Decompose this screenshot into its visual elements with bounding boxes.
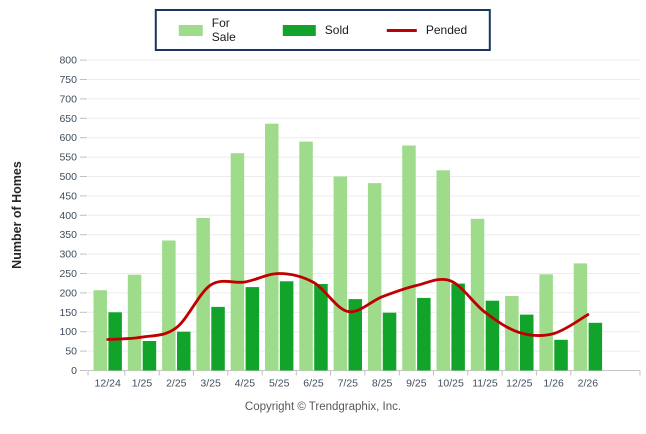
bar-sold-1-25 [142,341,157,371]
bar-for-sale-9-25 [402,145,416,371]
y-axis-label-350: 350 [59,229,77,241]
legend-label-for-sale: For Sale [211,16,236,44]
y-axis-label-500: 500 [59,171,77,183]
sold-swatch [282,24,316,36]
bar-sold-7-25 [348,299,362,371]
x-axis-label-1-25: 1/25 [132,378,153,390]
bar-for-sale-11-25 [470,218,485,371]
bar-sold-12-25 [520,314,534,371]
y-axis-label-150: 150 [59,307,77,319]
bar-sold-2-26 [588,322,603,371]
y-axis-label-400: 400 [59,210,77,222]
pended-line [106,272,590,341]
bar-for-sale-2-26 [573,263,588,371]
bar-sold-4-25 [245,287,260,371]
legend-label-pended: Pended [425,23,468,37]
y-axis-label-700: 700 [59,93,77,105]
bar-sold-2-25 [177,331,191,371]
y-axis-label-800: 800 [59,55,77,67]
y-axis-label-550: 550 [59,152,77,164]
legend-item-pended: Pended [386,23,468,37]
y-axis-label-600: 600 [59,132,77,144]
bar-for-sale-1-25 [127,274,142,371]
pended-line-swatch [386,28,417,32]
bar-sold-8-25 [382,312,397,371]
x-axis-label-4-25: 4/25 [235,378,256,390]
y-axis-label-750: 750 [59,74,77,86]
bar-sold-1-26 [554,339,568,371]
bar-for-sale-8-25 [367,183,382,371]
legend-label-sold: Sold [324,23,349,37]
bar-sold-6-25 [314,284,328,371]
bar-sold-12-24 [108,312,122,371]
bar-for-sale-10-25 [436,170,450,371]
x-axis-label-1-26: 1/26 [543,378,564,390]
x-axis-label-10-25: 10/25 [438,378,464,390]
x-axis-label-7-25: 7/25 [338,378,359,390]
x-axis-label-12-25: 12/25 [506,378,532,390]
for-sale-swatch [178,24,203,36]
legend-item-for-sale: For Sale [178,16,245,44]
x-axis-label-9-25: 9/25 [406,378,427,390]
x-axis-label-3-25: 3/25 [200,378,221,390]
bar-for-sale-12-25 [505,296,519,371]
chart-legend: For Sale Sold Pended [154,9,492,51]
bar-for-sale-7-25 [333,176,348,371]
bar-for-sale-1-26 [539,274,553,371]
y-axis-label-0: 0 [71,365,77,377]
bar-sold-9-25 [417,297,431,371]
copyright-footer: Copyright © Trendgraphix, Inc. [244,401,402,413]
bar-for-sale-12-24 [93,290,107,371]
bar-sold-10-25 [451,283,465,371]
x-axis-label-8-25: 8/25 [372,378,393,390]
bar-sold-11-25 [485,300,500,371]
y-axis-label-650: 650 [59,113,77,125]
x-axis-label-11-25: 11/25 [472,378,498,390]
x-axis-label-2-26: 2/26 [578,378,599,390]
x-axis-label-5-25: 5/25 [269,378,290,390]
bar-sold-3-25 [211,306,225,371]
y-axis-label-200: 200 [59,287,77,299]
y-axis-label-50: 50 [65,346,77,358]
y-axis-label-100: 100 [59,326,77,338]
legend-item-sold: Sold [282,23,349,37]
x-axis-label-6-25: 6/25 [303,378,324,390]
y-axis-label-450: 450 [59,190,77,202]
bar-for-sale-6-25 [299,141,313,371]
bar-for-sale-4-25 [230,153,245,371]
x-axis-label-2-25: 2/25 [166,378,187,390]
x-axis-label-12-24: 12/24 [95,378,121,390]
y-axis-label-250: 250 [59,268,77,280]
bar-sold-5-25 [279,281,294,371]
bar-for-sale-2-25 [162,240,176,371]
y-axis-label-300: 300 [59,249,77,261]
bar-for-sale-5-25 [265,123,279,371]
